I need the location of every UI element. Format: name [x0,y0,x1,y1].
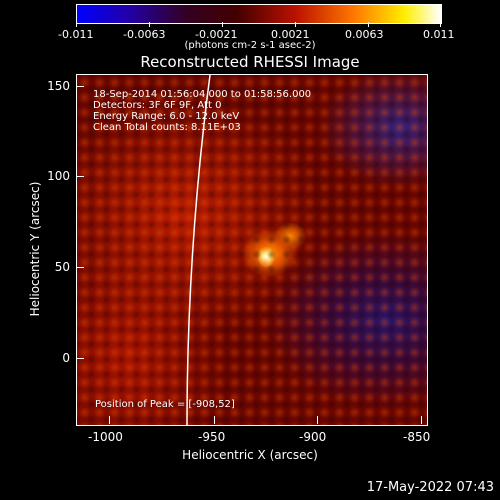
x-tick-label: -900 [299,430,327,444]
colorbar-ticks [76,22,442,27]
colorbar-tick-label: 0.0063 [345,28,384,41]
y-tick-label: 0 [62,351,70,365]
colorbar [76,4,442,24]
annotation-time: 18-Sep-2014 01:56:04.000 to 01:58:56.000 [93,89,312,100]
image-frame: 18-Sep-2014 01:56:04.000 to 01:58:56.000… [76,74,428,426]
colorbar-tick-label: 0.0021 [271,28,310,41]
footer-timestamp: 17-May-2022 07:43 [366,480,494,495]
annotation-energy: Energy Range: 6.0 - 12.0 keV [93,111,240,122]
y-axis-ticks [76,74,86,426]
x-axis-ticks [76,416,428,426]
x-tick-label: -1000 [88,430,123,444]
colorbar-tick-label: -0.0063 [123,28,166,41]
x-tick-label: -950 [198,430,226,444]
y-tick-label: 50 [54,260,70,274]
y-tick-label: 100 [47,169,70,183]
colorbar-tick-label: -0.0021 [195,28,238,41]
x-axis-title: Heliocentric X (arcsec) [182,448,318,462]
x-tick-label: -850 [403,430,431,444]
plot-title: Reconstructed RHESSI Image [140,53,360,71]
image-texture [77,75,427,425]
y-axis-title: Heliocentric Y (arcsec) [28,181,42,317]
y-tick-label: 150 [47,79,70,93]
annotation-peak: Position of Peak = [-908,52] [95,399,235,410]
annotation-clean: Clean Total counts: 8.11E+03 [93,122,241,133]
solar-limb [186,75,211,425]
colorbar-tick-label: 0.011 [423,28,455,41]
colorbar-units: (photons cm-2 s-1 asec-2) [184,40,316,51]
annotation-detectors: Detectors: 3F 6F 9F, Att 0 [93,100,222,111]
colorbar-tick-label: -0.011 [58,28,94,41]
